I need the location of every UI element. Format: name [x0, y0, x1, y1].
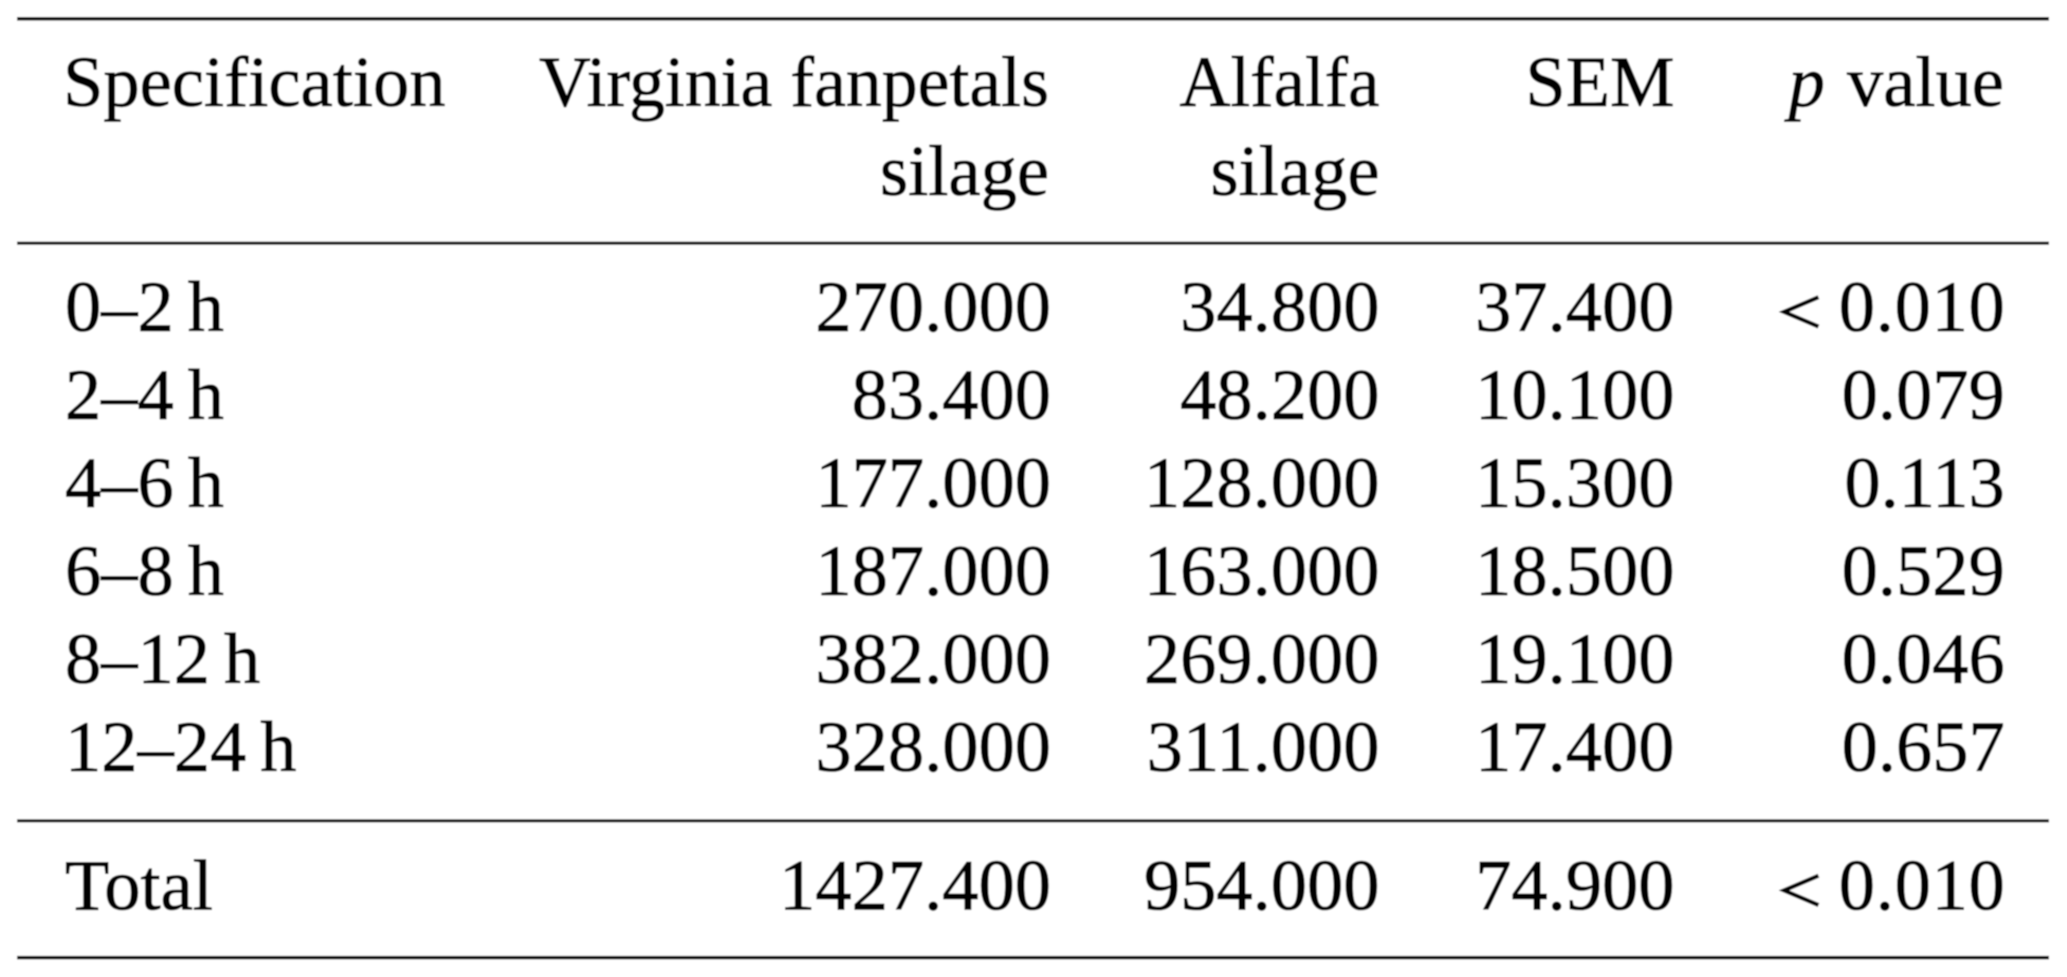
- svg-text:Alfalfa: Alfalfa: [1180, 41, 1380, 122]
- svg-text:17.400: 17.400: [1475, 706, 1674, 787]
- svg-text:silage: silage: [880, 130, 1049, 211]
- svg-text:0.113: 0.113: [1844, 442, 2004, 523]
- svg-text:18.500: 18.500: [1475, 530, 1674, 611]
- svg-text:19.100: 19.100: [1475, 618, 1674, 699]
- svg-text:0.657: 0.657: [1842, 706, 2005, 787]
- svg-text:0.010: 0.010: [1839, 845, 2005, 926]
- svg-text:10.100: 10.100: [1475, 354, 1674, 435]
- svg-text:2–4h: 2–4 h: [65, 354, 224, 435]
- svg-text:6–8h: 6–8 h: [65, 530, 224, 611]
- svg-text:34.800: 34.800: [1180, 266, 1379, 347]
- svg-text:Virginia fanpetals: Virginia fanpetals: [539, 41, 1049, 122]
- svg-text:15.300: 15.300: [1475, 442, 1674, 523]
- svg-text:187.000: 187.000: [815, 530, 1051, 611]
- svg-text:0–2h: 0–2 h: [65, 266, 224, 347]
- svg-text:12–24h: 12–24 h: [65, 706, 297, 787]
- svg-text:p value: p value: [1784, 41, 2004, 122]
- svg-text:37.400: 37.400: [1475, 266, 1674, 347]
- svg-text:0.079: 0.079: [1842, 354, 2005, 435]
- svg-text:177.000: 177.000: [815, 442, 1051, 523]
- svg-text:128.000: 128.000: [1144, 442, 1380, 523]
- svg-text:0.529: 0.529: [1842, 530, 2005, 611]
- svg-text:8–12h: 8–12 h: [65, 618, 260, 699]
- svg-text:270.000: 270.000: [815, 266, 1051, 347]
- svg-text:74.900: 74.900: [1475, 845, 1674, 926]
- svg-text:1427.400: 1427.400: [779, 845, 1051, 926]
- svg-text:Specification: Specification: [63, 41, 446, 122]
- svg-text:0.046: 0.046: [1842, 618, 2005, 699]
- svg-text:328.000: 328.000: [815, 706, 1051, 787]
- svg-text:silage: silage: [1210, 130, 1379, 211]
- svg-text:SEM: SEM: [1525, 41, 1674, 122]
- svg-text:163.000: 163.000: [1144, 530, 1380, 611]
- svg-text:4–6h: 4–6 h: [65, 442, 224, 523]
- svg-text:311.000: 311.000: [1147, 706, 1380, 787]
- svg-text:48.200: 48.200: [1180, 354, 1379, 435]
- svg-text:0.010: 0.010: [1839, 266, 2005, 347]
- svg-text:83.400: 83.400: [852, 354, 1051, 435]
- svg-text:Total: Total: [65, 845, 213, 926]
- svg-text:954.000: 954.000: [1144, 845, 1380, 926]
- svg-text:269.000: 269.000: [1144, 618, 1380, 699]
- svg-text:382.000: 382.000: [815, 618, 1051, 699]
